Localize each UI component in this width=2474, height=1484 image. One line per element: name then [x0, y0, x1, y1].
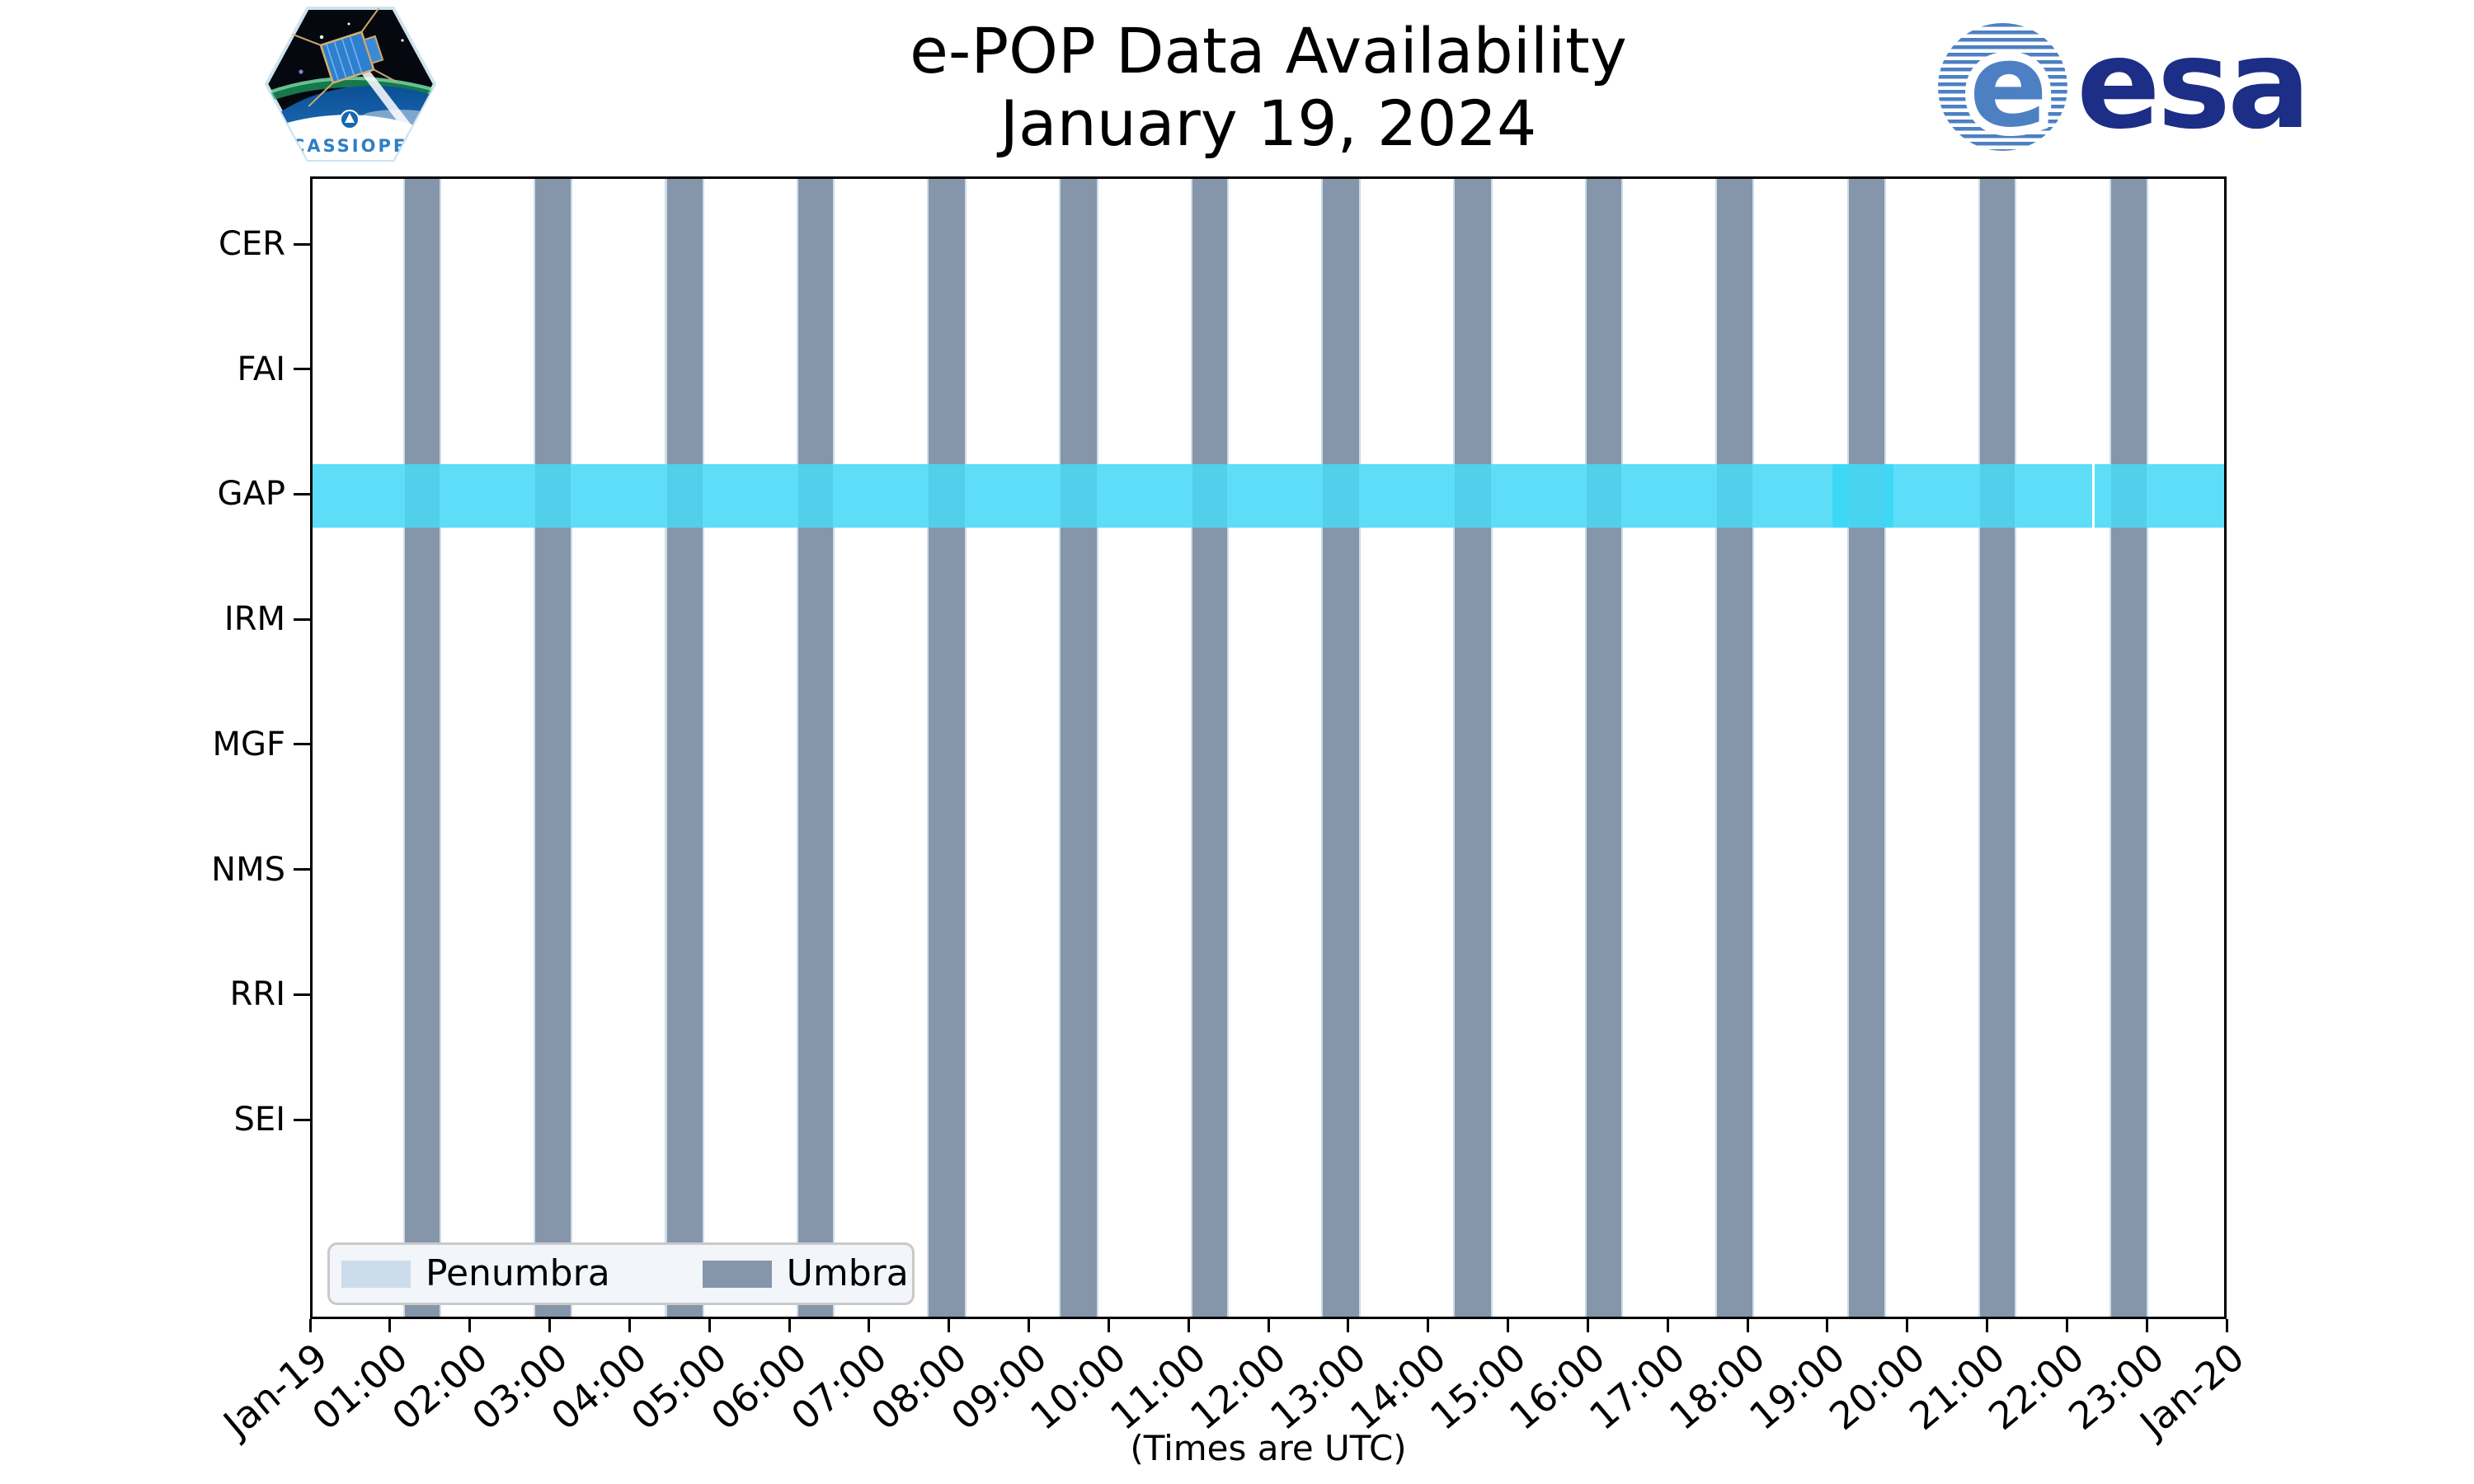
chart-subtitle: January 19, 2024 — [999, 87, 1537, 160]
y-tick-label-irm: IRM — [223, 600, 285, 639]
y-tick — [294, 242, 310, 246]
x-axis-note: (Times are UTC) — [1130, 1428, 1407, 1468]
gap-band-umbra-overlap — [404, 464, 440, 528]
gap-band-umbra-overlap — [1061, 464, 1097, 528]
y-tick — [294, 743, 310, 746]
x-tick — [788, 1319, 791, 1332]
gap-band-umbra-overlap — [1980, 464, 2015, 528]
satellite-beam — [361, 68, 415, 134]
x-tick — [868, 1319, 871, 1332]
umbra-bar — [1586, 179, 1621, 1317]
umbra-bar — [534, 179, 571, 1317]
esa-symbol-halo: e — [1960, 16, 2057, 157]
x-tick — [1666, 1319, 1669, 1332]
y-tick — [294, 993, 310, 996]
y-tick-label-cer: CER — [219, 225, 285, 263]
y-tick — [294, 492, 310, 495]
x-tick — [1028, 1319, 1030, 1332]
x-tick — [2145, 1319, 2148, 1332]
umbra-bar — [404, 179, 440, 1317]
cassiope-patch-graphic: CASSIOPE — [264, 7, 437, 162]
y-tick — [294, 868, 310, 871]
gap-band-umbra-overlap — [1454, 464, 1491, 528]
x-tick — [1746, 1319, 1749, 1332]
x-tick — [1347, 1319, 1350, 1332]
legend: Penumbra Umbra — [327, 1242, 915, 1305]
umbra-bar — [666, 179, 703, 1317]
esa-logo: e e esa — [1930, 8, 2392, 165]
x-tick — [1267, 1319, 1270, 1332]
gap-band-umbra-overlap — [1323, 464, 1359, 528]
penumbra-label: Penumbra — [426, 1252, 610, 1294]
esa-wordmark: esa — [2077, 13, 2311, 157]
plot-area — [310, 176, 2227, 1319]
x-tick — [628, 1319, 631, 1332]
cassiope-label: CASSIOPE — [292, 136, 407, 156]
x-tick — [1906, 1319, 1909, 1332]
y-tick-label-rri: RRI — [229, 975, 285, 1014]
gap-band-umbra-overlap — [929, 464, 966, 528]
gap-band-umbra-overlap — [798, 464, 834, 528]
esa-striped-disc — [1938, 23, 2067, 151]
y-tick-label-sei: SEI — [233, 1101, 285, 1139]
y-tick-label-fai: FAI — [237, 350, 286, 388]
gap-band-umbra-overlap — [2110, 464, 2147, 528]
gap-band-umbra-overlap — [1848, 464, 1885, 528]
umbra-bar — [1061, 179, 1097, 1317]
x-tick — [1826, 1319, 1829, 1332]
umbra-swatch — [702, 1260, 772, 1288]
satellite — [289, 8, 397, 107]
gap-band-umbra-overlap — [534, 464, 571, 528]
umbra-label: Umbra — [786, 1252, 909, 1294]
x-tick — [1187, 1319, 1190, 1332]
umbra-bar — [1716, 179, 1753, 1317]
patch-lower-field — [266, 115, 435, 160]
chart-title: e-POP Data Availability — [910, 14, 1627, 87]
y-tick — [294, 618, 310, 621]
x-tick — [1107, 1319, 1110, 1332]
aurora-arc — [266, 78, 435, 102]
umbra-bar — [1980, 179, 2015, 1317]
gap-band-umbra-overlap — [666, 464, 703, 528]
x-tick — [1507, 1319, 1509, 1332]
umbra-bar — [929, 179, 966, 1317]
penumbra-swatch — [341, 1260, 411, 1288]
gap-band-umbra-overlap — [1586, 464, 1621, 528]
esa-symbol: e — [1969, 19, 2048, 153]
gap-band-umbra-overlap — [1716, 464, 1753, 528]
esa-disc-star-dot — [1969, 77, 1994, 101]
y-tick — [294, 368, 310, 371]
umbra-bar — [2110, 179, 2147, 1317]
umbra-bar — [798, 179, 834, 1317]
x-tick — [388, 1319, 392, 1332]
x-tick — [708, 1319, 711, 1332]
y-tick-label-nms: NMS — [211, 850, 285, 889]
x-tick — [1427, 1319, 1430, 1332]
umbra-bar — [1323, 179, 1359, 1317]
x-tick — [1586, 1319, 1589, 1332]
x-tick — [548, 1319, 551, 1332]
cassiope-mission-patch: CASSIOPE — [262, 6, 438, 162]
legend-item-penumbra: Penumbra — [341, 1254, 610, 1294]
legend-item-umbra: Umbra — [702, 1252, 909, 1294]
umbra-bar — [1848, 179, 1885, 1317]
umbra-bar — [1454, 179, 1491, 1317]
x-tick — [2225, 1319, 2228, 1332]
x-tick — [468, 1319, 472, 1332]
x-tick — [1986, 1319, 1988, 1332]
x-tick — [948, 1319, 951, 1332]
umbra-bar — [1192, 179, 1227, 1317]
x-tick — [2065, 1319, 2068, 1332]
y-tick — [294, 1118, 310, 1121]
gap-band-umbra-overlap — [1192, 464, 1227, 528]
y-tick-label-mgf: MGF — [212, 725, 285, 763]
x-tick — [308, 1319, 312, 1332]
y-tick-label-gap: GAP — [217, 475, 285, 514]
